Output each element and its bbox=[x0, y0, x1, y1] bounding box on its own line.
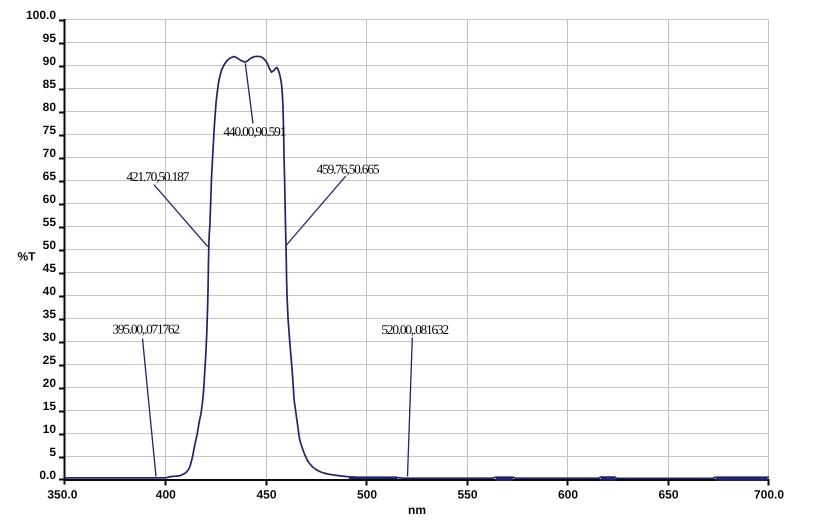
svg-text:440.00,90.591: 440.00,90.591 bbox=[223, 124, 285, 139]
svg-text:520.00,.081632: 520.00,.081632 bbox=[381, 322, 448, 337]
svg-text:421.70,50.187: 421.70,50.187 bbox=[126, 169, 189, 184]
svg-text:400: 400 bbox=[156, 488, 176, 502]
svg-text:100.0: 100.0 bbox=[26, 8, 56, 22]
svg-text:20: 20 bbox=[43, 376, 57, 390]
svg-text:60: 60 bbox=[43, 192, 57, 206]
svg-text:550: 550 bbox=[457, 488, 477, 502]
svg-text:80: 80 bbox=[43, 100, 57, 114]
svg-text:395.00,.071762: 395.00,.071762 bbox=[112, 322, 179, 337]
svg-text:35: 35 bbox=[43, 307, 57, 321]
svg-text:450: 450 bbox=[256, 488, 276, 502]
svg-text:0.0: 0.0 bbox=[39, 468, 56, 482]
svg-text:70: 70 bbox=[43, 146, 57, 160]
svg-text:45: 45 bbox=[43, 261, 57, 275]
svg-text:700.0: 700.0 bbox=[754, 488, 784, 502]
svg-text:25: 25 bbox=[43, 353, 57, 367]
svg-text:10: 10 bbox=[43, 422, 57, 436]
svg-text:30: 30 bbox=[43, 330, 57, 344]
svg-text:5: 5 bbox=[49, 445, 56, 459]
svg-text:600: 600 bbox=[558, 488, 578, 502]
svg-text:350.0: 350.0 bbox=[47, 488, 77, 502]
svg-text:650: 650 bbox=[658, 488, 678, 502]
svg-text:459.76,50.665: 459.76,50.665 bbox=[317, 162, 380, 177]
svg-text:%T: %T bbox=[18, 250, 37, 264]
svg-text:85: 85 bbox=[43, 77, 57, 91]
svg-text:15: 15 bbox=[43, 399, 57, 413]
svg-text:75: 75 bbox=[43, 123, 57, 137]
svg-text:55: 55 bbox=[43, 215, 57, 229]
svg-text:95: 95 bbox=[43, 31, 57, 45]
svg-text:65: 65 bbox=[43, 169, 57, 183]
svg-text:50: 50 bbox=[43, 238, 57, 252]
svg-text:nm: nm bbox=[408, 503, 426, 517]
svg-text:90: 90 bbox=[43, 54, 57, 68]
svg-text:500: 500 bbox=[357, 488, 377, 502]
svg-text:40: 40 bbox=[43, 284, 57, 298]
